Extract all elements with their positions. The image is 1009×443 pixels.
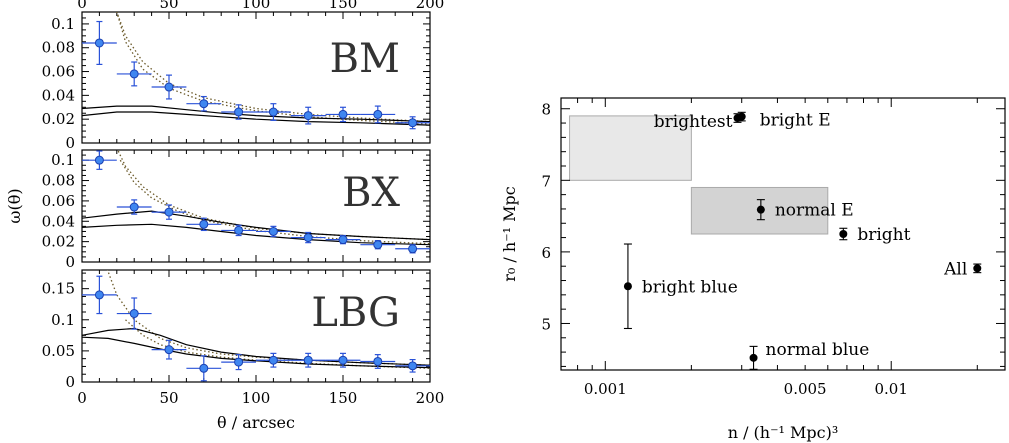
- y-tick-label: 0.02: [42, 233, 75, 251]
- data-point: [234, 107, 244, 117]
- data-point: [234, 225, 244, 235]
- data-point: [268, 107, 278, 117]
- point-label: bright blue: [642, 277, 738, 297]
- point-label: normal blue: [766, 340, 870, 360]
- right-data-point: [973, 264, 982, 273]
- y-tick-label: 0.06: [42, 192, 75, 210]
- panel-plot-area: [82, 12, 430, 130]
- y-tick-label: 0.1: [51, 15, 75, 33]
- model-dotted-upper-line: [116, 12, 430, 123]
- data-point: [164, 207, 174, 217]
- y-tick-label: 0.06: [42, 63, 75, 81]
- y-tick-label: 0: [65, 373, 75, 391]
- x-tick-label-bottom: 150: [329, 389, 358, 407]
- data-point: [408, 244, 418, 254]
- point-label: All: [943, 259, 967, 279]
- right-y-tick-label: 6: [541, 244, 551, 262]
- data-point: [303, 111, 313, 121]
- data-point: [164, 345, 174, 355]
- data-point: [199, 363, 209, 373]
- right-y-tick-label: 8: [541, 101, 551, 119]
- data-point: [268, 226, 278, 236]
- data-point: [199, 219, 209, 229]
- y-tick-label: 0: [65, 253, 75, 271]
- right-data-point: [839, 230, 848, 238]
- point-label: normal E: [775, 201, 854, 221]
- data-point: [129, 309, 139, 319]
- data-point: [129, 69, 139, 79]
- data-point: [338, 109, 348, 119]
- x-tick-label-top: 100: [242, 0, 271, 12]
- left-y-axis-title: ω(θ): [5, 188, 24, 223]
- y-tick-label: 0.08: [42, 39, 75, 57]
- data-point: [338, 235, 348, 245]
- data-point: [164, 82, 174, 92]
- region-box: [569, 115, 692, 181]
- data-point: [303, 355, 313, 365]
- point-label: brightest: [654, 112, 733, 132]
- right-panel-frame: [560, 97, 1006, 371]
- model-solid-upper-line: [82, 327, 430, 366]
- point-label: bright: [857, 225, 910, 245]
- data-point: [373, 240, 383, 250]
- x-tick-label-bottom: 50: [159, 389, 178, 407]
- right-x-tick-label: 0.01: [875, 380, 908, 398]
- y-tick-label: 0.08: [42, 172, 75, 190]
- x-tick-label-bottom: 200: [416, 389, 445, 407]
- panel-label-BM: BM: [330, 36, 400, 82]
- right-y-tick-label: 5: [541, 315, 551, 333]
- x-tick-label-top: 0: [77, 0, 87, 12]
- data-point: [94, 155, 104, 165]
- y-tick-label: 0.1: [51, 151, 75, 169]
- model-solid-lower-line: [82, 111, 430, 126]
- data-point: [234, 357, 244, 367]
- right-y-axis-title: r₀ / h⁻¹ Mpc: [500, 186, 519, 282]
- data-point: [303, 233, 313, 243]
- right-data-point: [756, 205, 765, 214]
- data-point: [408, 361, 418, 371]
- y-tick-label: 0.04: [42, 212, 75, 230]
- panel-plot-area: [82, 150, 430, 254]
- data-point: [94, 38, 104, 48]
- y-tick-label: 0.02: [42, 110, 75, 128]
- data-point: [129, 202, 139, 212]
- x-tick-label-bottom: 100: [242, 389, 271, 407]
- data-point: [94, 290, 104, 300]
- panel-label-LBG: LBG: [311, 290, 400, 336]
- data-point: [408, 118, 418, 128]
- right-x-tick-label: 0.001: [584, 380, 627, 398]
- data-point: [338, 355, 348, 365]
- x-tick-label-top: 150: [329, 0, 358, 12]
- left-x-axis-title: θ / arcsec: [217, 413, 295, 432]
- data-point: [199, 99, 209, 109]
- right-data-point: [749, 353, 758, 362]
- panel-label-BX: BX: [342, 170, 400, 216]
- right-x-tick-label: 0.005: [784, 380, 827, 398]
- y-tick-label: 0: [65, 134, 75, 152]
- right-y-tick-label: 7: [541, 172, 551, 190]
- right-data-point: [737, 112, 746, 121]
- data-point: [268, 355, 278, 365]
- y-tick-label: 0.04: [42, 86, 75, 104]
- data-point: [373, 356, 383, 366]
- point-label: bright E: [760, 111, 831, 131]
- x-tick-label-top: 50: [159, 0, 178, 12]
- panel-plot-area: [82, 270, 430, 382]
- model-dotted-lower-line: [125, 319, 430, 369]
- y-tick-label: 0.1: [51, 311, 75, 329]
- right-x-axis-title: n / (h⁻¹ Mpc)³: [728, 423, 839, 442]
- x-tick-label-bottom: 0: [77, 389, 87, 407]
- right-data-point: [623, 282, 632, 291]
- y-tick-label: 0.05: [42, 342, 75, 360]
- y-tick-label: 0.15: [42, 280, 75, 298]
- x-tick-label-top: 200: [416, 0, 445, 12]
- data-point: [373, 109, 383, 119]
